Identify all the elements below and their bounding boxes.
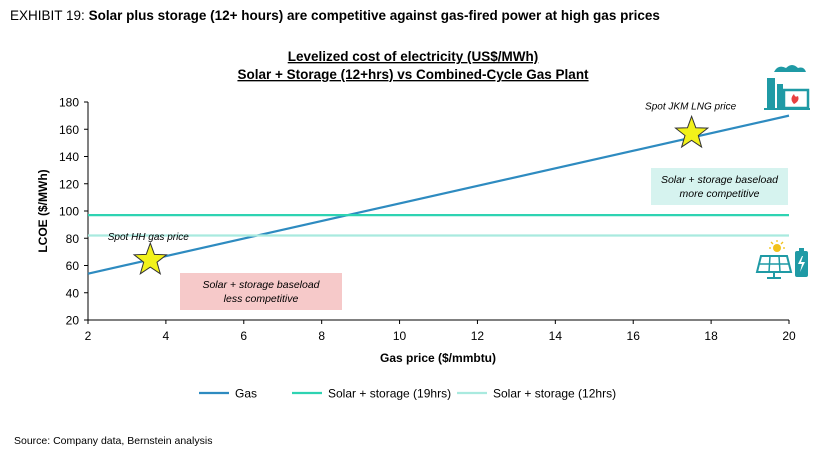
chart-subtitle: Solar + Storage (12+hrs) vs Combined-Cyc… xyxy=(237,67,589,82)
y-tick-label: 80 xyxy=(66,232,80,246)
marker-label: Spot JKM LNG price xyxy=(645,101,737,112)
y-tick-label: 180 xyxy=(59,96,79,110)
series-line xyxy=(87,114,790,275)
x-tick-label: 18 xyxy=(704,329,718,343)
exhibit-header: EXHIBIT 19: Solar plus storage (12+ hour… xyxy=(10,8,660,23)
x-tick-label: 4 xyxy=(163,329,170,343)
legend-label: Solar + storage (19hrs) xyxy=(328,387,451,401)
source-note: Source: Company data, Bernstein analysis xyxy=(14,435,213,447)
chart-title: Levelized cost of electricity (US$/MWh) xyxy=(288,49,539,64)
marker-label: Spot HH gas price xyxy=(108,232,190,243)
exhibit-label: EXHIBIT 19: xyxy=(10,8,85,23)
x-tick-label: 2 xyxy=(85,329,92,343)
x-tick-label: 20 xyxy=(782,329,796,343)
x-tick-label: 6 xyxy=(240,329,247,343)
gas-plant-icon xyxy=(764,65,810,110)
star-marker xyxy=(132,241,168,275)
legend-label: Gas xyxy=(235,387,257,401)
y-tick-label: 40 xyxy=(66,286,80,300)
annotation-text: Solar + storage baseload xyxy=(661,174,779,186)
x-tick-label: 10 xyxy=(393,329,407,343)
y-tick-label: 160 xyxy=(59,123,79,137)
exhibit-title: Solar plus storage (12+ hours) are compe… xyxy=(88,8,660,23)
x-axis-label: Gas price ($/mmbtu) xyxy=(380,351,496,365)
annotation-box xyxy=(651,168,788,205)
y-tick-label: 140 xyxy=(59,150,79,164)
solar-battery-icon xyxy=(755,240,808,279)
annotation-text: Solar + storage baseload xyxy=(202,279,320,291)
annotation-box xyxy=(180,273,342,310)
legend-label: Solar + storage (12hrs) xyxy=(493,387,616,401)
x-tick-label: 8 xyxy=(318,329,325,343)
annotation-text: less competitive xyxy=(224,293,299,305)
star-marker xyxy=(674,114,710,149)
y-tick-label: 120 xyxy=(59,177,79,191)
y-tick-label: 20 xyxy=(66,314,80,328)
x-tick-label: 14 xyxy=(549,329,563,343)
x-tick-label: 16 xyxy=(627,329,641,343)
y-tick-label: 100 xyxy=(59,205,79,219)
y-tick-label: 60 xyxy=(66,259,80,273)
y-axis-label: LCOE ($/MWh) xyxy=(36,169,50,252)
annotation-text: more competitive xyxy=(680,188,760,200)
x-tick-label: 12 xyxy=(471,329,485,343)
